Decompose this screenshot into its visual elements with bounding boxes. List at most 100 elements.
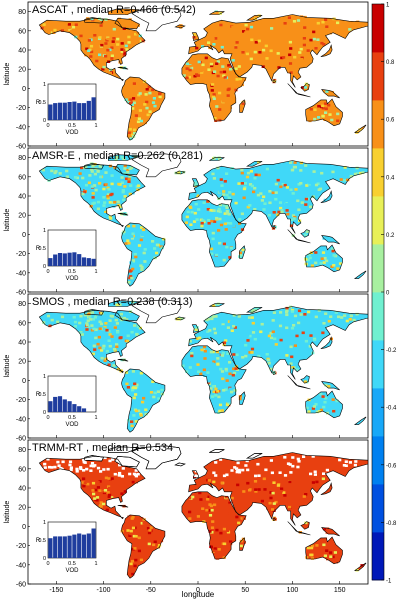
pixel-cell — [144, 412, 148, 416]
pixel-cell — [343, 314, 347, 317]
pixel-cell — [153, 540, 157, 544]
pixel-cell — [125, 382, 129, 386]
coastline-madagascar — [239, 245, 246, 259]
pixel-cell — [323, 118, 327, 121]
pixel-cell — [271, 319, 275, 322]
pixel-cell — [133, 562, 137, 566]
pixel-cell — [245, 52, 249, 56]
pixel-cell — [291, 187, 295, 191]
pixel-cell — [129, 532, 133, 536]
pixel-cell — [219, 70, 223, 74]
pixel-cell — [104, 322, 108, 325]
pixel-cell — [282, 179, 286, 183]
pixel-cell — [200, 71, 204, 74]
pixel-cell — [272, 481, 276, 484]
pixel-cell — [107, 485, 111, 488]
pixel-cell — [157, 397, 161, 400]
pixel-cell — [123, 387, 127, 391]
pixel-cell — [312, 170, 316, 173]
pixel-cell — [241, 102, 245, 105]
pixel-cell — [248, 334, 252, 338]
pixel-cell — [118, 463, 122, 467]
pixel-cell — [127, 418, 131, 422]
pixel-cell — [139, 115, 143, 119]
pixel-cell — [322, 327, 326, 331]
map-panel: TRMM-RT , median R=0.534806040200-20-40-… — [4, 439, 369, 594]
pixel-cell — [115, 322, 119, 325]
pixel-cell — [123, 490, 127, 493]
landmass-greenland — [131, 153, 181, 177]
pixel-cell — [131, 480, 135, 484]
pixel-cell — [148, 529, 152, 532]
pixel-cell — [290, 218, 294, 221]
pixel-cell — [292, 324, 296, 327]
pixel-cell — [209, 247, 214, 251]
pixel-cell — [125, 28, 129, 31]
pixel-cell — [123, 66, 127, 70]
coastline-japan — [320, 44, 333, 57]
pixel-cell — [196, 194, 200, 197]
pixel-cell — [209, 504, 213, 508]
pixel-cell — [306, 49, 310, 52]
pixel-cell — [50, 466, 54, 469]
lat-tick-label: 20 — [18, 505, 26, 512]
map-panel: SMOS , median R=0.238 (0.313)806040200-2… — [4, 293, 369, 443]
pixel-cell — [100, 25, 104, 29]
pixel-cell — [308, 181, 312, 185]
pixel-cell — [98, 327, 102, 330]
inset-bar — [81, 534, 87, 558]
pixel-cell — [193, 211, 197, 215]
pixel-cell — [67, 23, 71, 26]
pixel-cell — [203, 361, 208, 364]
pixel-cell — [115, 155, 119, 159]
pixel-cell — [120, 22, 124, 25]
pixel-cell — [244, 354, 248, 358]
pixel-cell — [307, 310, 311, 314]
inset-bar — [57, 396, 63, 412]
pixel-cell — [244, 464, 248, 467]
inset-bar — [67, 535, 72, 558]
pixel-cell — [90, 50, 94, 54]
pixel-cell — [88, 315, 92, 318]
coastline-australia — [305, 390, 343, 419]
pixel-cell — [130, 424, 134, 428]
pixel-cell — [309, 553, 313, 557]
pixel-cell — [59, 467, 63, 470]
pixel-cell — [130, 276, 134, 280]
pixel-cell — [309, 334, 313, 337]
pixel-cell — [283, 474, 288, 477]
pixel-cell — [329, 555, 333, 558]
pixel-cell — [299, 169, 303, 172]
pixel-cell — [188, 340, 192, 343]
pixel-cell — [106, 195, 110, 198]
pixel-cell — [190, 352, 194, 355]
pixel-cell — [120, 48, 124, 51]
coastline-indonesia — [287, 375, 311, 390]
inset-x-tick: 1 — [94, 415, 97, 421]
pixel-cell — [272, 69, 276, 73]
pixel-cell — [111, 458, 115, 461]
pixel-cell — [248, 204, 252, 207]
pixel-cell — [222, 70, 227, 74]
pixel-cell — [328, 237, 332, 240]
pixel-cell — [302, 485, 306, 488]
pixel-cell — [218, 157, 222, 161]
lat-tick-label: -60 — [16, 144, 26, 151]
pixel-cell — [103, 326, 107, 329]
pixel-cell — [248, 183, 253, 186]
pixel-cell — [93, 172, 97, 176]
landmass-japan — [320, 337, 333, 349]
pixel-cell — [130, 559, 135, 563]
coastline-eurasia — [188, 452, 368, 526]
colorbar: 10.80.60.40.20-0.2-0.4-0.6-0.8-1 — [371, 3, 397, 585]
pixel-cell — [273, 517, 277, 521]
coastline-novaya-zemlya — [246, 161, 263, 167]
lat-tick-label: 40 — [18, 194, 26, 201]
pixel-cell — [313, 108, 317, 111]
pixel-cell — [207, 41, 211, 44]
pixel-cell — [297, 183, 301, 186]
pixel-cell — [304, 339, 308, 343]
pixel-cell — [160, 246, 164, 250]
pixel-cell — [288, 56, 293, 60]
pixel-cell — [219, 458, 223, 461]
